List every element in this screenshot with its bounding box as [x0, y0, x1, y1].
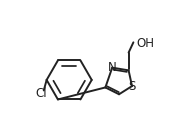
Text: N: N [108, 61, 117, 74]
Text: OH: OH [137, 37, 155, 50]
Text: S: S [128, 80, 136, 93]
Text: Cl: Cl [35, 87, 47, 100]
